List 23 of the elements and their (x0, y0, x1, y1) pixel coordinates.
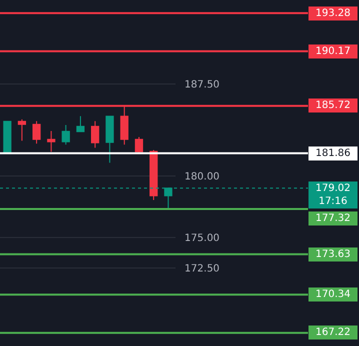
ref-line-label: 173.63 (316, 249, 350, 260)
ref-line-label: 177.32 (316, 213, 350, 224)
y-tick-label: 180.00 (184, 172, 220, 183)
candlestick (91, 120, 100, 148)
candlestick (47, 130, 56, 152)
ref-line-label: 170.34 (316, 289, 350, 300)
ref-line-label: 185.72 (316, 100, 350, 111)
candlestick (32, 120, 41, 144)
ref-line-label: 167.22 (316, 327, 350, 338)
candlestick (150, 150, 158, 200)
candlestick (106, 116, 114, 164)
candlestick (3, 120, 12, 153)
y-tick-label: 172.50 (184, 264, 220, 275)
candlestick (18, 118, 26, 142)
candlestick (76, 116, 85, 132)
ref-line-label: 181.86 (316, 148, 350, 159)
ref-line-label: 179.02 17:16 (316, 183, 350, 207)
candlestick (62, 124, 70, 146)
y-tick-label: 175.00 (184, 232, 220, 244)
y-tick-label: 187.50 (184, 80, 220, 91)
ref-line-label: 193.28 (316, 8, 350, 19)
ref-line-label: 190.17 (316, 46, 350, 57)
candlestick (134, 136, 144, 154)
